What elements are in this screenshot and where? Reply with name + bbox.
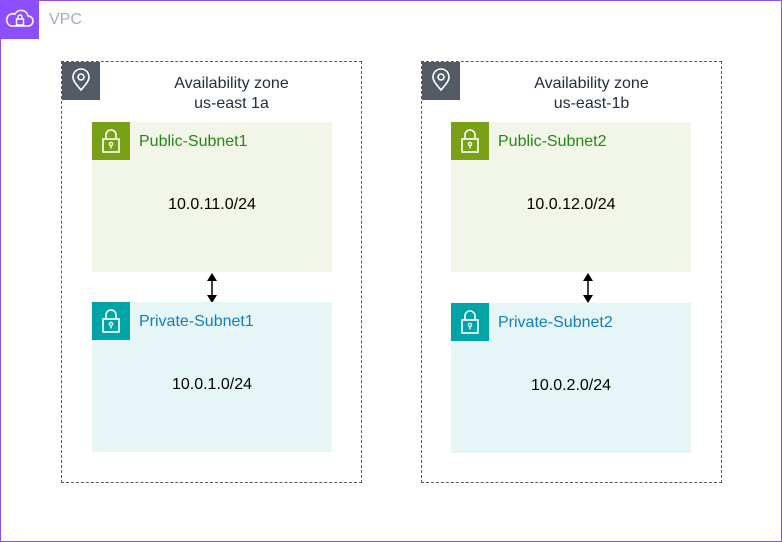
az-title-line1: Availability zone — [534, 75, 649, 92]
lock-icon — [451, 303, 489, 341]
subnet-name: Private-Subnet1 — [139, 313, 254, 330]
subnet-cidr: 10.0.1.0/24 — [171, 376, 253, 393]
public-subnet: Public-Subnet1 10.0.11.0/24 — [92, 122, 332, 272]
private-subnet: Private-Subnet1 10.0.1.0/24 — [92, 302, 332, 452]
az-title-line2: us-east-1b — [553, 95, 630, 112]
vpc-label: VPC — [49, 11, 82, 28]
bidirectional-arrow-icon — [202, 272, 222, 304]
cloud-lock-icon — [1, 1, 39, 39]
lock-icon — [92, 302, 130, 340]
private-subnet: Private-Subnet2 10.0.2.0/24 — [451, 303, 691, 453]
lock-icon — [451, 122, 489, 160]
location-pin-icon — [422, 62, 460, 100]
subnet-name: Public-Subnet2 — [498, 133, 607, 150]
az-title-line1: Availability zone — [174, 75, 289, 92]
bidirectional-arrow-icon — [578, 272, 598, 304]
availability-zone-2: Availability zone us-east-1b Public-Subn… — [421, 61, 722, 483]
availability-zone-1: Availability zone us-east 1a Public-Subn… — [61, 61, 362, 483]
subnet-cidr: 10.0.2.0/24 — [530, 377, 612, 394]
availability-zone-title: Availability zone us-east 1a — [102, 74, 361, 114]
subnet-cidr: 10.0.12.0/24 — [526, 196, 616, 213]
location-pin-icon — [62, 62, 100, 100]
lock-icon — [92, 122, 130, 160]
az-title-line2: us-east 1a — [194, 95, 269, 112]
subnet-name: Public-Subnet1 — [139, 133, 248, 150]
public-subnet: Public-Subnet2 10.0.12.0/24 — [451, 122, 691, 272]
subnet-name: Private-Subnet2 — [498, 314, 613, 331]
availability-zone-title: Availability zone us-east-1b — [462, 74, 721, 114]
subnet-cidr: 10.0.11.0/24 — [168, 196, 256, 213]
